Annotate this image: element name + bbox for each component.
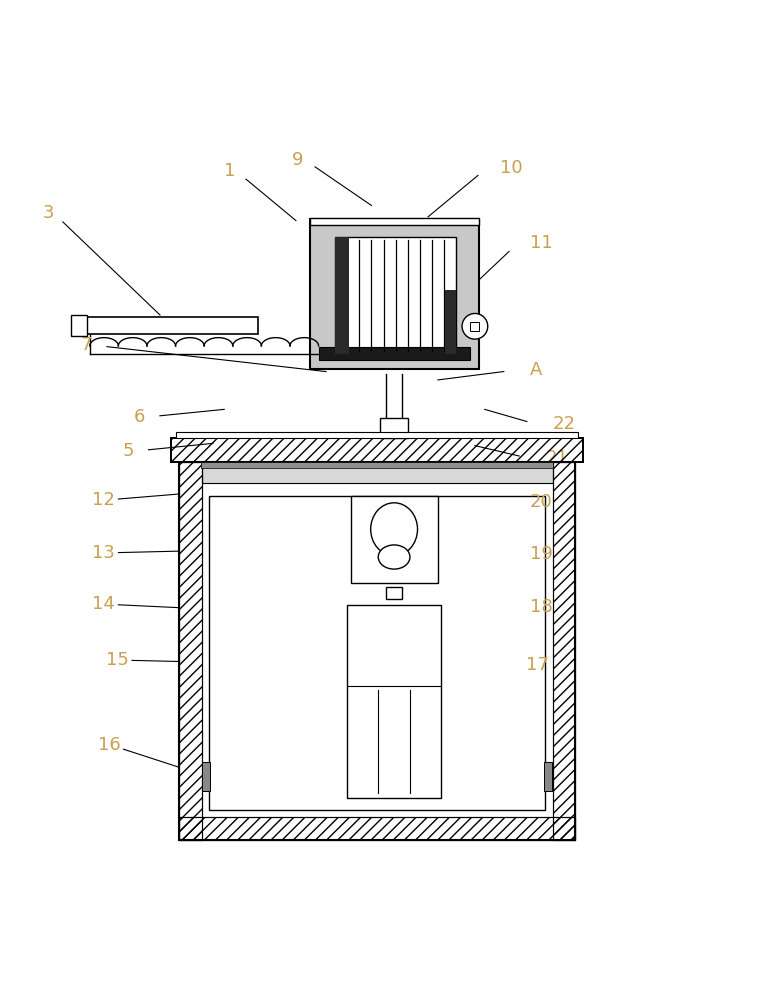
Bar — [347, 605, 441, 798]
Bar — [209, 496, 545, 810]
Text: 7: 7 — [80, 336, 92, 354]
Bar — [70, 315, 87, 336]
Bar — [471, 322, 480, 331]
Text: 1: 1 — [224, 162, 236, 180]
Bar — [553, 462, 575, 840]
Bar — [544, 762, 552, 791]
Text: 9: 9 — [292, 151, 304, 169]
Text: 5: 5 — [122, 442, 133, 460]
Text: 18: 18 — [530, 598, 553, 616]
Bar — [179, 817, 575, 840]
Bar — [73, 317, 258, 334]
Text: 14: 14 — [92, 595, 115, 613]
Bar — [201, 462, 553, 468]
Text: 22: 22 — [553, 415, 576, 433]
Text: 3: 3 — [43, 204, 55, 222]
Bar — [202, 762, 210, 791]
Text: 20: 20 — [530, 493, 553, 511]
Bar — [309, 218, 479, 225]
Ellipse shape — [371, 503, 418, 556]
Bar — [335, 237, 349, 354]
Text: 6: 6 — [133, 408, 145, 426]
Bar — [335, 237, 456, 354]
Bar — [171, 438, 583, 462]
Bar — [309, 219, 479, 369]
Text: 19: 19 — [530, 545, 553, 563]
Bar — [176, 432, 578, 438]
Text: 10: 10 — [500, 159, 522, 177]
Bar — [179, 462, 202, 840]
Bar — [446, 290, 456, 354]
Text: 13: 13 — [92, 544, 115, 562]
Bar — [179, 462, 202, 840]
Bar — [553, 462, 575, 840]
Bar — [179, 462, 575, 840]
Text: 17: 17 — [526, 656, 549, 674]
Bar — [202, 462, 553, 483]
Ellipse shape — [378, 545, 410, 569]
Bar — [380, 418, 409, 438]
Bar — [179, 817, 575, 840]
Bar — [171, 438, 583, 462]
Text: 12: 12 — [92, 491, 115, 509]
Text: 21: 21 — [545, 449, 568, 467]
Text: 11: 11 — [530, 234, 553, 252]
Text: 15: 15 — [105, 651, 129, 669]
Text: A: A — [530, 361, 543, 379]
Text: 16: 16 — [98, 736, 121, 754]
Bar — [386, 587, 402, 599]
Circle shape — [462, 313, 487, 339]
Bar — [318, 347, 470, 360]
Bar — [351, 496, 437, 583]
